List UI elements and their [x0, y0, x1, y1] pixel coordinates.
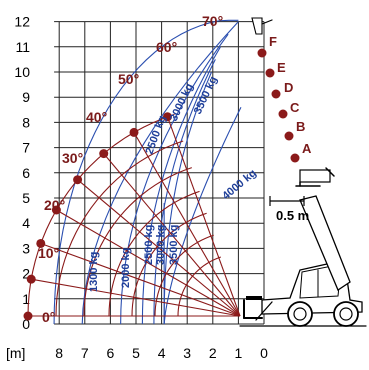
boom-angle-label: 0° — [42, 309, 55, 325]
y-tick-label: 1 — [22, 291, 30, 307]
y-tick-label: 10 — [14, 64, 30, 80]
extension-position-dot — [284, 131, 294, 141]
load-curve-line — [81, 21, 239, 325]
load-curve-line — [153, 59, 216, 325]
y-tick-label: 4 — [22, 215, 30, 231]
y-tick-label: 6 — [22, 165, 30, 181]
x-tick-label: 3 — [183, 345, 191, 361]
load-capacity-label: 2000 kg — [120, 248, 132, 288]
y-tick-label: 0 — [22, 316, 30, 332]
extension-position-dot — [290, 153, 300, 163]
boom-angle-line — [56, 209, 241, 317]
y-tick-label: 2 — [22, 266, 30, 282]
extension-position-label: C — [290, 100, 300, 115]
telehandler-illustration — [239, 17, 367, 327]
x-tick-label: 6 — [107, 345, 115, 361]
y-tick-label: 11 — [15, 39, 30, 55]
boom-angle-label: 50° — [118, 71, 139, 87]
x-tick-label: 5 — [132, 345, 140, 361]
x-tick-label: 1 — [235, 345, 243, 361]
extension-position-label: E — [277, 60, 286, 75]
boom-angle-label: 40° — [86, 109, 107, 125]
extension-position-dot — [271, 89, 281, 99]
y-tick-label: 12 — [14, 14, 30, 30]
boom-angle-line — [166, 116, 241, 317]
y-tick-label: 5 — [22, 190, 30, 206]
boom-angle-line — [103, 153, 241, 317]
load-curves — [53, 19, 242, 325]
extension-position-label: B — [296, 119, 305, 134]
load-capacity-label: 2500 kg — [144, 114, 169, 156]
load-envelope — [53, 19, 239, 325]
extension-position-label: D — [284, 80, 293, 95]
boom-angle-label: 30° — [62, 150, 83, 166]
load-capacity-label: 3500 kg — [168, 225, 180, 265]
x-tick-label: 0 — [260, 345, 268, 361]
extension-arc — [83, 167, 192, 317]
extension-position-dot — [257, 48, 267, 58]
boom-angle-lines — [23, 112, 241, 321]
y-tick-label: 9 — [22, 89, 30, 105]
y-tick-label: 8 — [22, 114, 30, 130]
load-curve-line — [163, 71, 213, 325]
x-tick-label: 2 — [209, 345, 217, 361]
y-tick-label: 7 — [22, 140, 30, 156]
boom-angle-line — [40, 242, 241, 317]
extension-position-label: F — [269, 34, 277, 49]
boom-angle-line — [31, 278, 241, 317]
extension-arcs — [27, 113, 222, 317]
load-capacity-label: 3000 kg — [155, 225, 167, 265]
x-tick-label: 7 — [81, 345, 89, 361]
load-curve-line — [163, 107, 242, 325]
load-curve-line — [141, 46, 221, 325]
extension-position-dot — [278, 109, 288, 119]
x-tick-label: 8 — [55, 345, 63, 361]
extension-arc — [177, 256, 222, 317]
extension-position-label: A — [302, 141, 312, 156]
extension-arc — [154, 234, 214, 317]
boom-angle-label: 60° — [156, 39, 177, 55]
x-axis-unit: [m] — [6, 345, 25, 361]
extension-arc — [27, 113, 175, 317]
boom-angle-line — [133, 132, 241, 317]
boom-angle-line — [77, 179, 241, 317]
boom-angle-label: 20° — [44, 197, 65, 213]
load-capacity-label: 2500 kg — [143, 225, 155, 265]
scale-bar: 0.5 m — [269, 196, 309, 223]
extension-arc — [55, 140, 184, 317]
y-tick-label: 3 — [22, 240, 30, 256]
x-tick-label: 4 — [158, 345, 166, 361]
extension-arc — [131, 212, 207, 317]
load-curve-line — [120, 33, 229, 325]
scale-label: 0.5 m — [276, 208, 309, 223]
extension-arc — [108, 190, 200, 317]
boom-angle-label: 10° — [38, 245, 59, 261]
load-capacity-label: 1300 kg — [88, 252, 100, 292]
extension-position-dot — [265, 68, 275, 78]
boom-angle-label: 70° — [202, 13, 223, 29]
